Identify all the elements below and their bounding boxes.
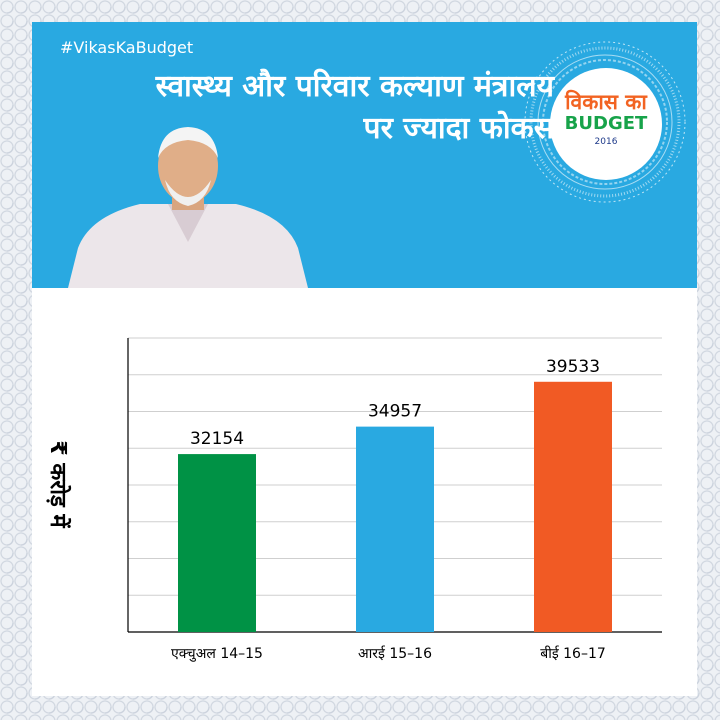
hashtag: #VikasKaBudget xyxy=(60,38,194,57)
x-tick-label-1: एक्चुअल 14–15 xyxy=(171,646,263,662)
badge-mandala xyxy=(524,41,686,203)
bar-3 xyxy=(534,381,612,632)
portrait-photo xyxy=(68,127,308,288)
bar-1 xyxy=(178,454,256,632)
x-tick-label-2: आरई 15–16 xyxy=(358,645,432,662)
headline: स्वास्थ्य और परिवार कल्याण मंत्रालय पर ज… xyxy=(32,66,554,150)
logo-title: विकास का xyxy=(565,90,647,114)
bar-2 xyxy=(356,426,434,632)
headline-line-2: पर ज्यादा फोकस xyxy=(363,111,554,146)
data-label-1: 32154 xyxy=(190,429,244,449)
x-tick-label-3: बीई 16–17 xyxy=(540,645,606,662)
logo-subtitle: BUDGET xyxy=(564,113,648,134)
logo-year: 2016 xyxy=(594,137,618,147)
vikas-ka-budget-logo: विकास का BUDGET 2016 xyxy=(550,68,662,180)
y-axis-label: ₹ करोड़ में xyxy=(45,440,70,528)
chart-panel: 32154 एक्चुअल 14–15 34957 आरई 15–16 39533 बीई… xyxy=(32,288,697,696)
bar-chart: 32154 एक्चुअल 14–15 34957 आरई 15–16 39533 बीई… xyxy=(127,337,662,662)
data-label-2: 34957 xyxy=(368,402,422,422)
data-label-3: 39533 xyxy=(546,357,600,377)
header-banner: #VikasKaBudget स्वास्थ्य और परिवार कल्या… xyxy=(32,22,697,288)
headline-line-1: स्वास्थ्य और परिवार कल्याण मंत्रालय xyxy=(155,69,554,104)
